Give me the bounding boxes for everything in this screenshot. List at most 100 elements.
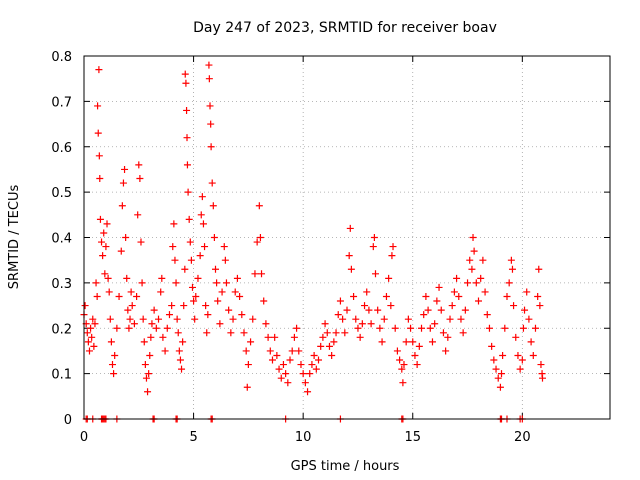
data-point — [422, 292, 430, 300]
data-point — [371, 270, 379, 278]
data-point — [282, 370, 290, 378]
data-point — [382, 292, 390, 300]
data-point — [124, 306, 132, 314]
data-point — [459, 329, 467, 337]
data-point — [106, 315, 114, 323]
data-point — [227, 329, 235, 337]
data-point — [175, 347, 183, 355]
data-point — [242, 347, 250, 355]
data-point — [95, 66, 103, 74]
data-point — [508, 265, 516, 273]
data-point — [222, 279, 230, 287]
data-point — [536, 302, 544, 310]
data-point — [494, 374, 502, 382]
data-point — [468, 265, 476, 273]
data-point — [328, 351, 336, 359]
data-point — [525, 315, 533, 323]
data-point — [315, 356, 323, 364]
x-tick-label: 20 — [514, 430, 531, 445]
data-point — [111, 351, 119, 359]
data-point — [492, 365, 500, 373]
data-point — [238, 311, 246, 319]
data-point — [216, 320, 224, 328]
data-point — [496, 383, 504, 391]
data-point — [202, 302, 210, 310]
data-point — [433, 297, 441, 305]
data-point — [347, 265, 355, 273]
data-point — [420, 311, 428, 319]
data-point — [135, 161, 143, 169]
data-point — [387, 302, 395, 310]
data-point — [170, 220, 178, 228]
data-point — [325, 342, 333, 350]
data-point — [396, 356, 404, 364]
data-point — [450, 288, 458, 296]
data-point — [113, 324, 121, 332]
data-point — [345, 252, 353, 260]
data-point — [191, 315, 199, 323]
data-point — [147, 333, 155, 341]
data-point — [363, 288, 371, 296]
data-point — [519, 324, 527, 332]
data-point — [126, 315, 134, 323]
data-point — [231, 288, 239, 296]
data-point — [92, 279, 100, 287]
data-point — [168, 302, 176, 310]
data-point — [488, 342, 496, 350]
data-point — [431, 320, 439, 328]
data-point — [310, 351, 318, 359]
data-point — [510, 302, 518, 310]
data-point — [376, 324, 384, 332]
data-point — [301, 379, 309, 387]
data-point — [83, 329, 91, 337]
data-point — [210, 234, 218, 241]
data-point — [130, 320, 138, 328]
data-point — [279, 361, 287, 369]
data-point — [277, 374, 285, 382]
data-point — [521, 306, 529, 314]
data-point — [538, 374, 546, 382]
data-point — [288, 347, 296, 355]
data-point — [180, 302, 188, 310]
data-point — [253, 238, 261, 246]
data-point — [145, 370, 153, 378]
data-point — [150, 306, 158, 314]
data-point — [199, 220, 207, 228]
data-point — [266, 347, 274, 355]
data-point — [183, 106, 191, 114]
data-point — [501, 324, 509, 332]
data-point — [479, 256, 487, 264]
data-point — [192, 292, 200, 300]
data-point — [378, 338, 386, 346]
data-point — [118, 202, 126, 210]
data-point — [89, 315, 97, 323]
y-tick-label: 0.5 — [51, 186, 72, 201]
data-point — [499, 351, 507, 359]
data-point — [404, 315, 412, 323]
data-point — [240, 329, 248, 337]
data-point — [103, 220, 111, 228]
data-point — [330, 338, 338, 346]
data-point — [361, 302, 369, 310]
data-point — [214, 297, 222, 305]
y-tick-label: 0.6 — [51, 141, 72, 156]
data-point — [201, 243, 209, 251]
data-point — [341, 329, 349, 337]
data-point — [206, 102, 214, 110]
data-point — [117, 247, 125, 255]
data-point — [176, 356, 184, 364]
data-point — [181, 265, 189, 273]
data-point — [98, 238, 106, 246]
y-tick-label: 0.1 — [51, 368, 72, 383]
y-tick-label: 0.7 — [51, 95, 72, 110]
axis-ticks — [83, 55, 610, 420]
data-point — [398, 365, 406, 373]
data-point — [244, 361, 252, 369]
data-point — [141, 361, 149, 369]
data-point — [481, 288, 489, 296]
data-point — [101, 270, 109, 278]
data-point — [213, 279, 221, 287]
data-point — [490, 356, 498, 364]
data-point — [140, 338, 148, 346]
data-point — [163, 324, 171, 332]
